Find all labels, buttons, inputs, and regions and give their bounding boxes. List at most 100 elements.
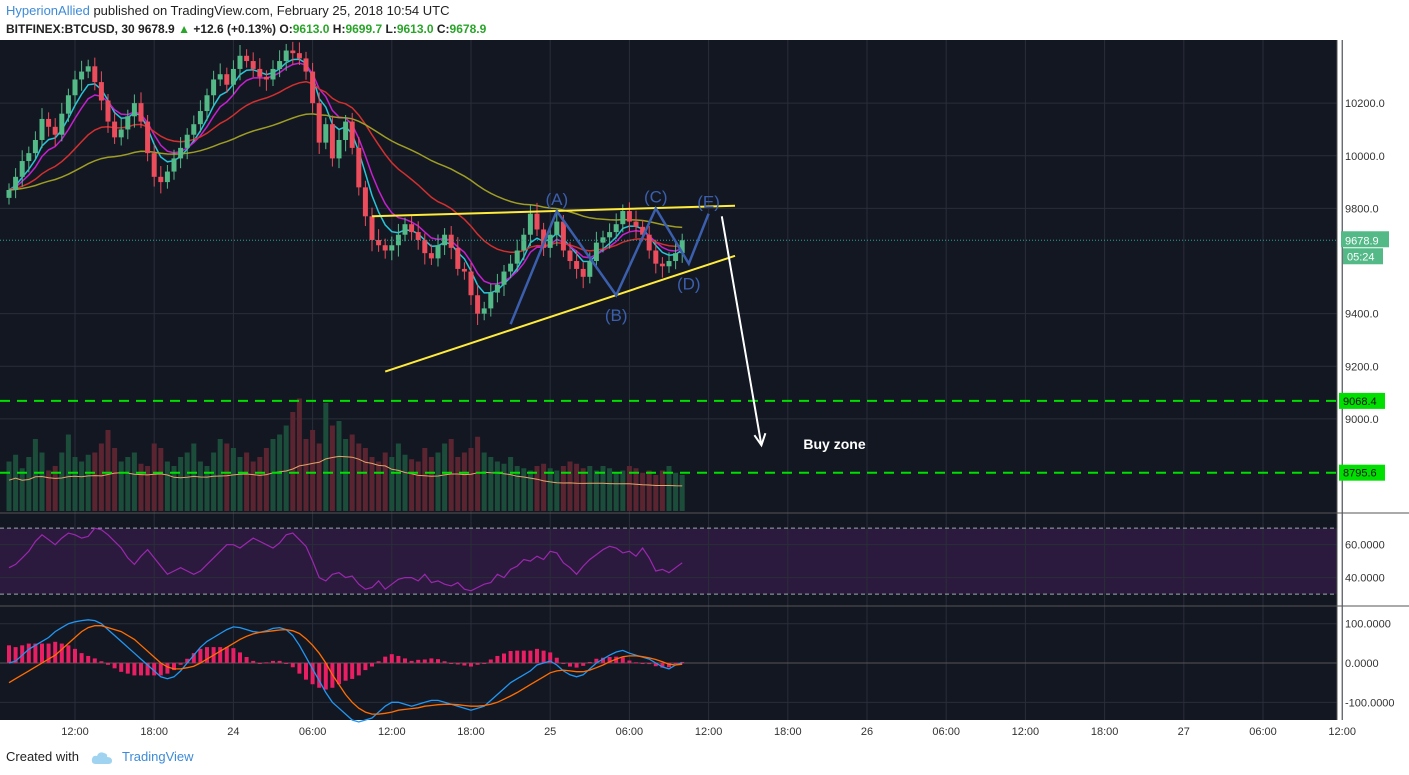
projection-arrow[interactable] bbox=[720, 216, 763, 446]
author-link[interactable]: HyperionAllied bbox=[6, 3, 90, 18]
volume-bar bbox=[178, 457, 184, 511]
support-label-box bbox=[1339, 392, 1385, 409]
candle-body bbox=[46, 118, 52, 127]
macd-histogram-bar bbox=[79, 653, 84, 664]
volume-bar bbox=[521, 468, 527, 511]
macd-histogram-bar bbox=[436, 659, 440, 664]
macd-histogram-bar bbox=[132, 663, 137, 676]
macd-histogram-bar bbox=[284, 663, 289, 665]
price-tick-label: 9000.0 bbox=[1345, 414, 1379, 426]
candle-body bbox=[98, 82, 104, 101]
candle-body bbox=[59, 113, 65, 135]
trading-chart[interactable]: 12:00 18:00 24 06:00 12:00 18:00 25 06:00 12:00 1… bbox=[0, 40, 1409, 740]
candle-body bbox=[481, 308, 487, 314]
candle-body bbox=[224, 74, 230, 85]
macd-histogram-bar bbox=[59, 643, 64, 664]
pattern-label: (A) bbox=[545, 190, 568, 209]
volume-bar bbox=[323, 403, 329, 511]
candle-body bbox=[435, 245, 441, 259]
candle-body bbox=[362, 187, 368, 217]
volume-bar bbox=[468, 448, 474, 511]
macd-histogram-bar bbox=[172, 663, 176, 671]
grid bbox=[0, 40, 1343, 720]
symbol-header: BITFINEX:BTCUSD, 30 9678.9 ▲ +12.6 (+0.1… bbox=[6, 22, 486, 36]
volume-bar bbox=[633, 468, 639, 511]
current-price-box bbox=[1341, 231, 1389, 248]
candle-body bbox=[164, 171, 170, 183]
close-value: 9678.9 bbox=[449, 22, 487, 36]
volume-bar bbox=[263, 448, 269, 511]
macd-tick-label: -100.0000 bbox=[1345, 697, 1395, 709]
publish-header: HyperionAllied published on TradingView.… bbox=[6, 3, 449, 18]
volume-bar bbox=[508, 457, 514, 511]
time-tick-label: 06:00 bbox=[1249, 726, 1277, 738]
volume-bar bbox=[98, 443, 104, 511]
candle-body bbox=[626, 211, 632, 222]
candle-body bbox=[488, 292, 494, 309]
candle-body bbox=[607, 232, 613, 238]
chart-background bbox=[0, 40, 1409, 740]
volume-bar bbox=[428, 457, 434, 511]
macd-histogram-bar bbox=[416, 659, 421, 664]
volume-bar bbox=[105, 430, 111, 511]
macd-histogram-bar bbox=[449, 663, 454, 665]
macd-histogram-bar bbox=[145, 663, 150, 676]
price-tick-label: 9200.0 bbox=[1345, 361, 1379, 373]
macd-histogram-bar bbox=[647, 663, 652, 665]
candle-body bbox=[112, 121, 118, 138]
high-value: 9699.7 bbox=[345, 22, 383, 36]
time-tick-label: 06:00 bbox=[616, 726, 644, 738]
volume-bar bbox=[171, 466, 177, 511]
high-label: H: bbox=[332, 22, 346, 36]
candle-body bbox=[475, 295, 481, 314]
macd-histogram bbox=[7, 641, 685, 690]
time-tick-label: 25 bbox=[544, 726, 556, 738]
volume-bar bbox=[646, 470, 652, 511]
price-tick-label: 9800.0 bbox=[1345, 203, 1379, 215]
rsi-line bbox=[8, 527, 683, 592]
volume-bar bbox=[580, 468, 586, 511]
candle-body bbox=[336, 139, 342, 159]
candle-body bbox=[349, 121, 355, 148]
candle-body bbox=[26, 153, 32, 162]
candle-body bbox=[19, 161, 25, 177]
time-tick-label: 12:00 bbox=[1012, 726, 1040, 738]
macd-histogram-bar bbox=[264, 662, 269, 664]
trendline[interactable] bbox=[384, 254, 736, 373]
time-tick-label: 18:00 bbox=[774, 726, 802, 738]
volume-bar bbox=[13, 454, 19, 511]
arrow-head-icon bbox=[753, 432, 767, 448]
volume-bar bbox=[514, 466, 520, 511]
macd-histogram-bar bbox=[7, 645, 11, 664]
candle-body bbox=[369, 216, 375, 240]
volume-bar bbox=[197, 461, 203, 511]
macd-histogram-bar bbox=[376, 661, 381, 664]
volume-bar bbox=[435, 452, 441, 511]
macd-histogram-bar bbox=[244, 657, 249, 664]
volume-bar bbox=[415, 461, 421, 511]
volume-bar bbox=[501, 463, 507, 511]
macd-histogram-bar bbox=[502, 653, 506, 664]
tradingview-cloud-icon[interactable] bbox=[91, 751, 113, 765]
macd-histogram-bar bbox=[383, 656, 388, 664]
candle-body bbox=[204, 95, 210, 112]
symbol-label: BITFINEX:BTCUSD, 30 bbox=[6, 22, 135, 36]
volume-bar bbox=[593, 470, 599, 511]
macd-histogram-bar bbox=[139, 663, 143, 676]
macd-histogram-bar bbox=[73, 648, 77, 664]
volume-bar bbox=[481, 452, 487, 511]
macd-histogram-bar bbox=[389, 654, 394, 664]
macd-histogram-bar bbox=[106, 663, 110, 665]
candle-body bbox=[237, 55, 243, 69]
low-label: L: bbox=[385, 22, 397, 36]
volume-bar bbox=[92, 452, 98, 511]
volume-bar bbox=[356, 443, 362, 511]
macd-histogram-bar bbox=[508, 650, 513, 664]
tradingview-link[interactable]: TradingView bbox=[122, 749, 194, 764]
open-label: O: bbox=[279, 22, 293, 36]
trendline[interactable] bbox=[371, 204, 736, 218]
low-value: 9613.0 bbox=[396, 22, 434, 36]
abcde-pattern-line[interactable] bbox=[509, 205, 710, 325]
candle-body bbox=[244, 55, 250, 62]
candle-body bbox=[580, 268, 586, 277]
